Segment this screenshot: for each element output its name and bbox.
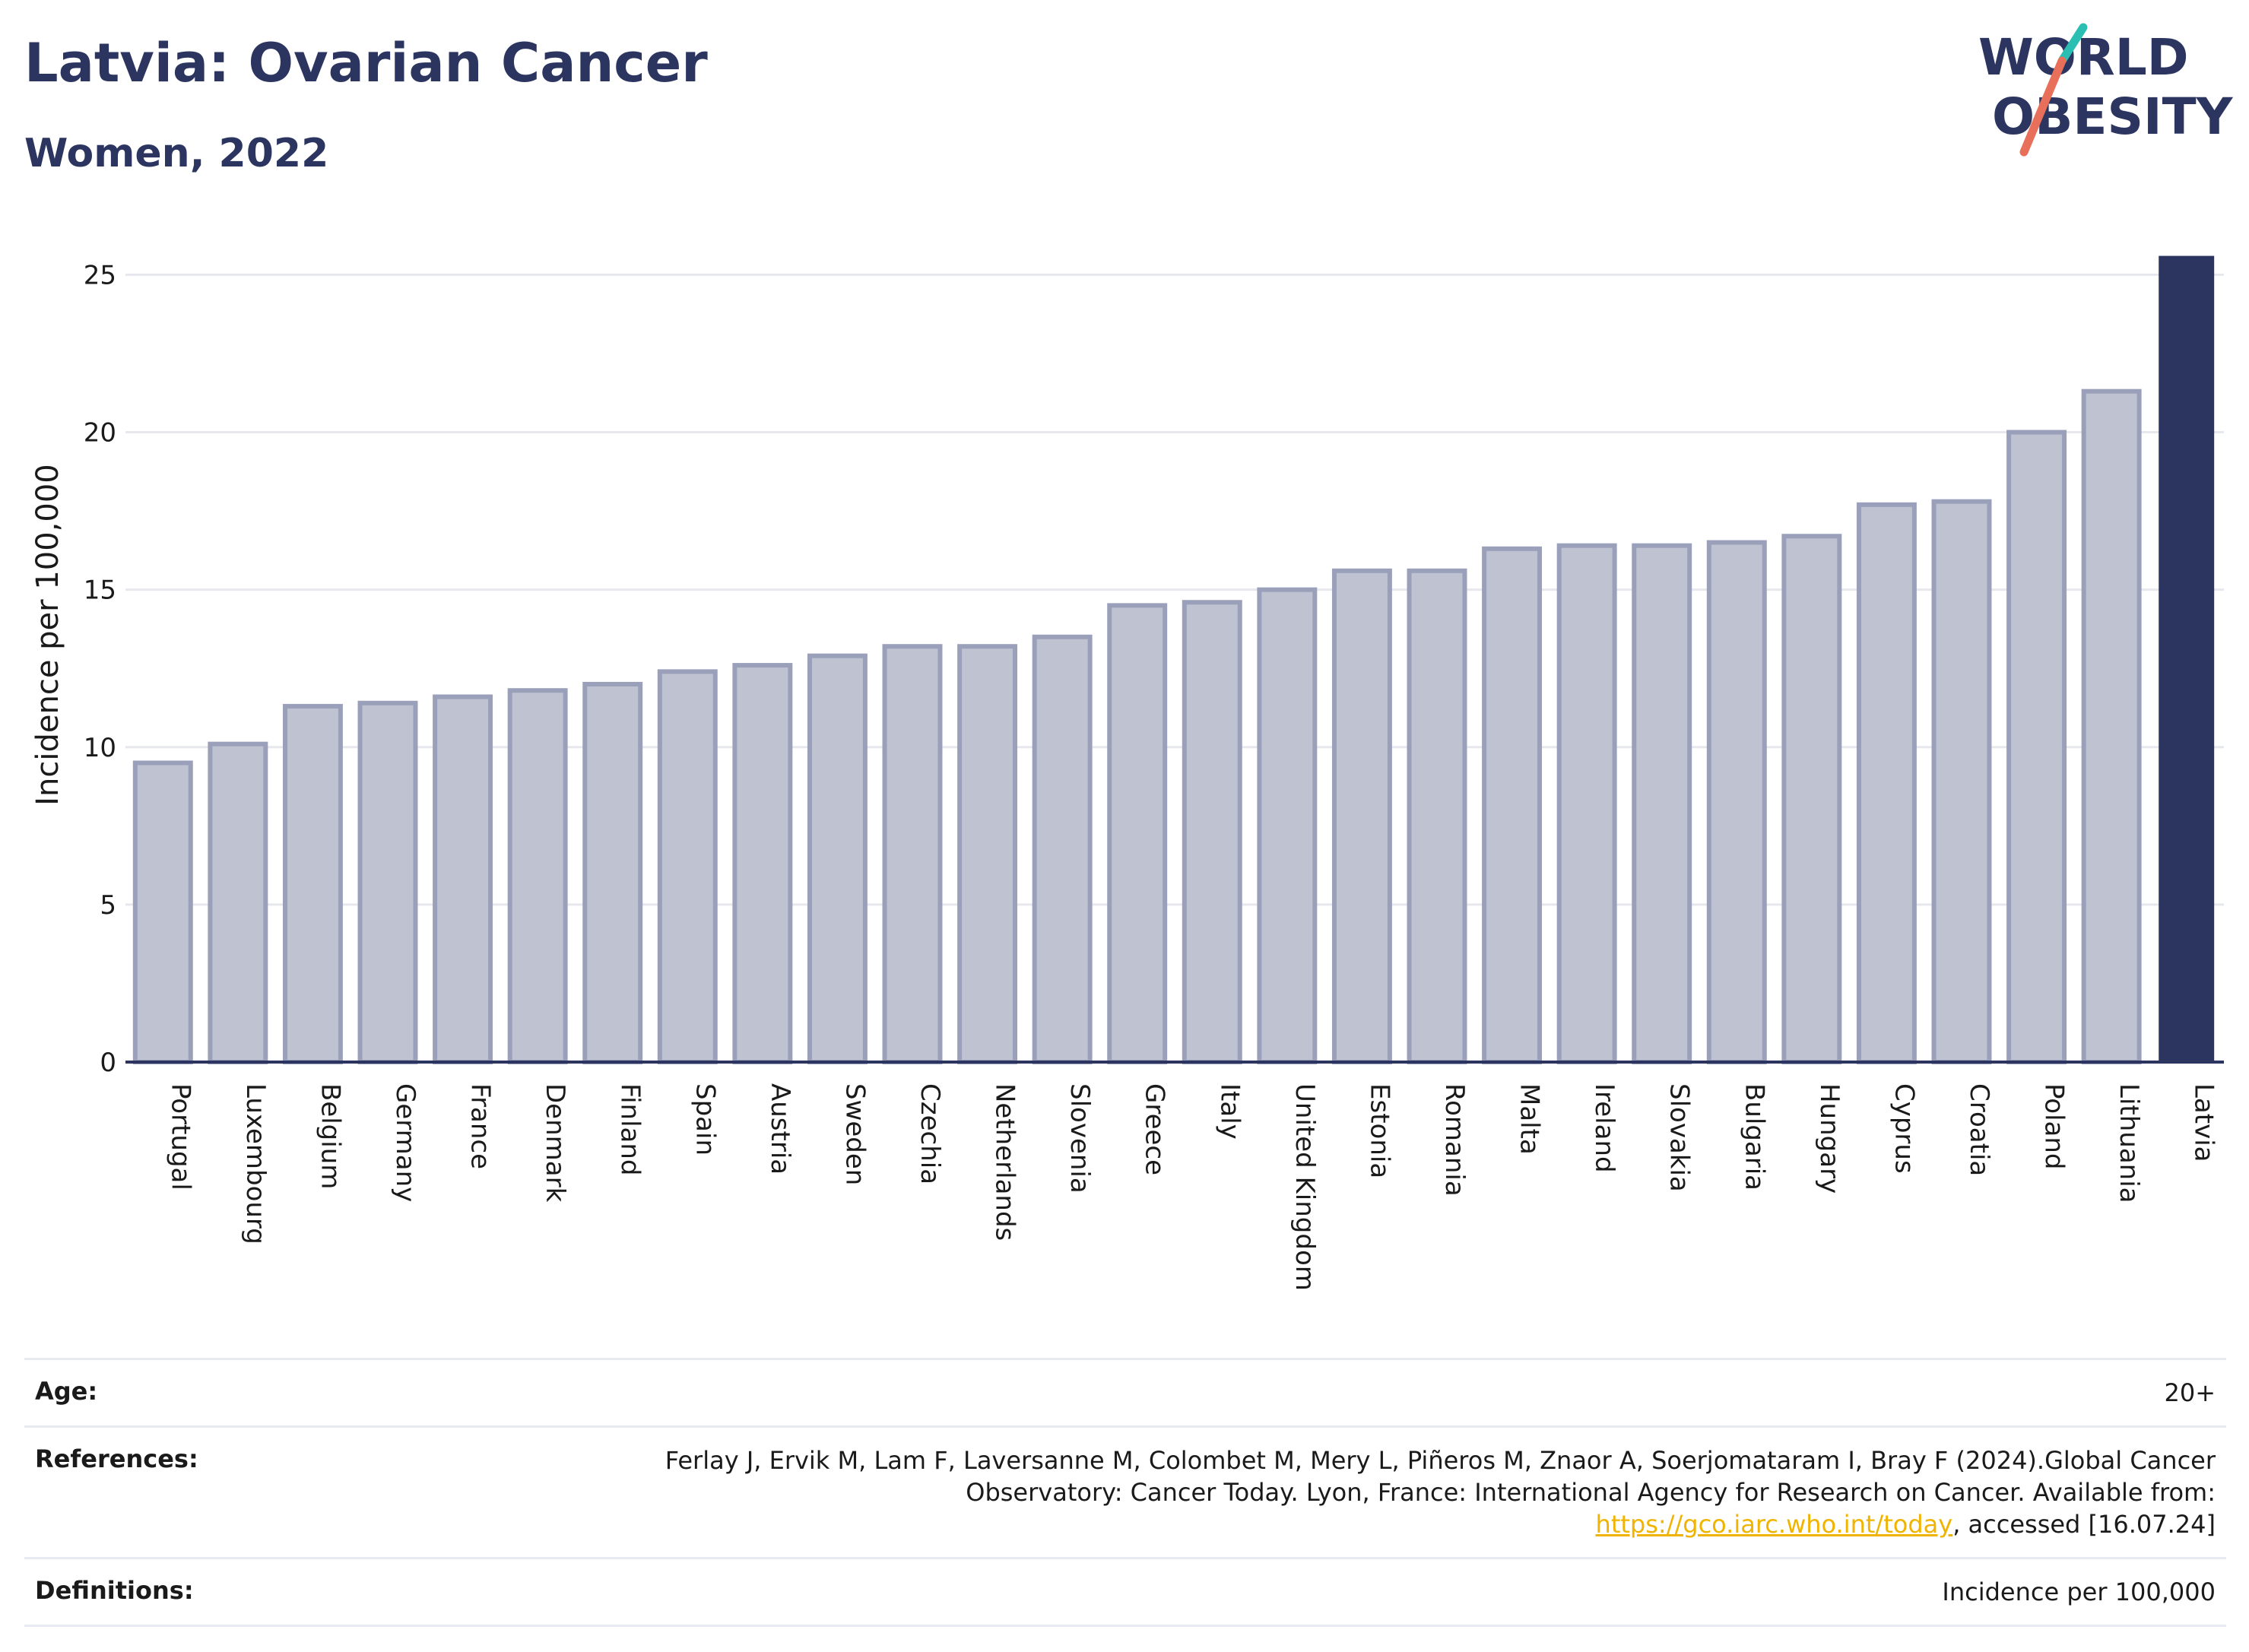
y-tick-label: 15 — [84, 576, 116, 606]
y-tick-label: 0 — [100, 1048, 116, 1078]
bar-finland — [582, 681, 643, 1065]
bar-cyprus — [1856, 502, 1917, 1064]
x-tick-label: France — [465, 1083, 496, 1169]
bar-latvia — [2159, 255, 2215, 1063]
x-tick-label: Sweden — [839, 1083, 870, 1185]
definitions-row: Definitions: Incidence per 100,000 — [24, 1557, 2226, 1627]
bars — [132, 255, 2215, 1065]
x-tick-label: Poland — [2039, 1083, 2070, 1170]
definitions-label: Definitions: — [35, 1576, 194, 1605]
bar-belgium — [282, 703, 343, 1065]
bar-portugal — [132, 760, 193, 1064]
x-tick-label: Denmark — [540, 1083, 570, 1203]
bar-romania — [1407, 568, 1467, 1064]
bar-netherlands — [957, 644, 1018, 1064]
x-tick-label: Spain — [690, 1083, 720, 1156]
x-tick-label: Slovakia — [1664, 1083, 1695, 1192]
bar-ireland — [1556, 543, 1617, 1064]
bar-slovenia — [1032, 634, 1093, 1064]
bar-spain — [657, 669, 718, 1064]
bar-luxembourg — [208, 741, 268, 1065]
axis-labels: 0 5 10 15 20 25 Portugal Luxembourg Belgium Germa… — [84, 260, 2219, 1290]
x-tick-label: Malta — [1515, 1083, 1545, 1155]
world-obesity-logo: WORLD OBESITY — [1978, 23, 2234, 157]
bar-bulgaria — [1706, 540, 1767, 1064]
y-tick-label: 20 — [84, 418, 116, 449]
bar-slovakia — [1632, 543, 1692, 1064]
bar-chart: 0 5 10 15 20 25 Portugal Luxembourg Belgium Germa… — [30, 255, 2224, 1291]
bar-estonia — [1331, 568, 1392, 1064]
bar-greece — [1107, 603, 1168, 1064]
y-tick-label: 10 — [84, 733, 116, 763]
bar-united-kingdom — [1257, 587, 1318, 1064]
bar-czechia — [882, 644, 943, 1064]
bar-germany — [357, 700, 418, 1064]
bar-poland — [2006, 430, 2067, 1064]
x-tick-label: Greece — [1140, 1083, 1170, 1175]
logo-slash-bottom — [2019, 56, 2067, 157]
age-value: 20+ — [2164, 1378, 2216, 1407]
x-tick-label: Hungary — [1814, 1083, 1845, 1194]
x-tick-label: Bulgaria — [1739, 1083, 1769, 1191]
x-tick-label: Slovenia — [1064, 1083, 1095, 1194]
info-table: Age: 20+ References: Ferlay J, Ervik M, … — [24, 1358, 2226, 1627]
bar-sweden — [807, 653, 868, 1064]
x-tick-label: Netherlands — [990, 1083, 1020, 1241]
x-tick-label: Belgium — [315, 1083, 345, 1189]
y-axis-title: Incidence per 100,000 — [30, 464, 65, 806]
bar-hungary — [1781, 534, 1842, 1064]
references-label: References: — [35, 1444, 198, 1473]
definitions-value: Incidence per 100,000 — [1942, 1577, 2216, 1606]
bar-italy — [1182, 600, 1242, 1064]
references-text-2: , accessed [16.07.24] — [1952, 1510, 2216, 1539]
x-tick-label: Croatia — [1964, 1083, 1994, 1176]
bar-denmark — [507, 688, 568, 1064]
bar-france — [433, 694, 493, 1064]
x-tick-label: United Kingdom — [1289, 1083, 1320, 1291]
references-link[interactable]: https://gco.iarc.who.int/today — [1595, 1510, 1953, 1539]
x-tick-label: Portugal — [165, 1083, 195, 1191]
y-tick-label: 25 — [84, 260, 116, 290]
x-tick-label: Finland — [615, 1083, 646, 1176]
x-tick-label: Lithuania — [2114, 1083, 2144, 1203]
references-text-1: Ferlay J, Ervik M, Lam F, Laversanne M, … — [665, 1446, 2216, 1507]
y-tick-label: 5 — [100, 890, 116, 921]
x-tick-label: Austria — [765, 1083, 795, 1175]
x-tick-label: Cyprus — [1889, 1083, 1919, 1174]
x-tick-label: Estonia — [1364, 1083, 1394, 1178]
bar-croatia — [1931, 499, 1992, 1064]
logo-slash-top — [2057, 23, 2088, 65]
age-row: Age: 20+ — [24, 1358, 2226, 1425]
chart-subtitle: Women, 2022 — [24, 131, 329, 176]
x-tick-label: Czechia — [915, 1083, 945, 1184]
references-row: References: Ferlay J, Ervik M, Lam F, La… — [24, 1425, 2226, 1557]
x-tick-label: Germany — [390, 1083, 420, 1202]
bar-lithuania — [2081, 388, 2142, 1064]
bar-malta — [1482, 546, 1543, 1064]
x-tick-label: Luxembourg — [240, 1083, 271, 1245]
chart-title: Latvia: Ovarian Cancer — [24, 32, 708, 94]
x-tick-label: Latvia — [2189, 1083, 2219, 1162]
x-tick-label: Romania — [1439, 1083, 1470, 1197]
x-tick-label: Italy — [1214, 1083, 1245, 1140]
bar-austria — [732, 663, 793, 1064]
references-value: Ferlay J, Ervik M, Lam F, Laversanne M, … — [634, 1444, 2216, 1540]
logo-line1: WORLD — [1978, 28, 2189, 87]
age-label: Age: — [35, 1377, 98, 1406]
x-tick-label: Ireland — [1589, 1083, 1619, 1173]
